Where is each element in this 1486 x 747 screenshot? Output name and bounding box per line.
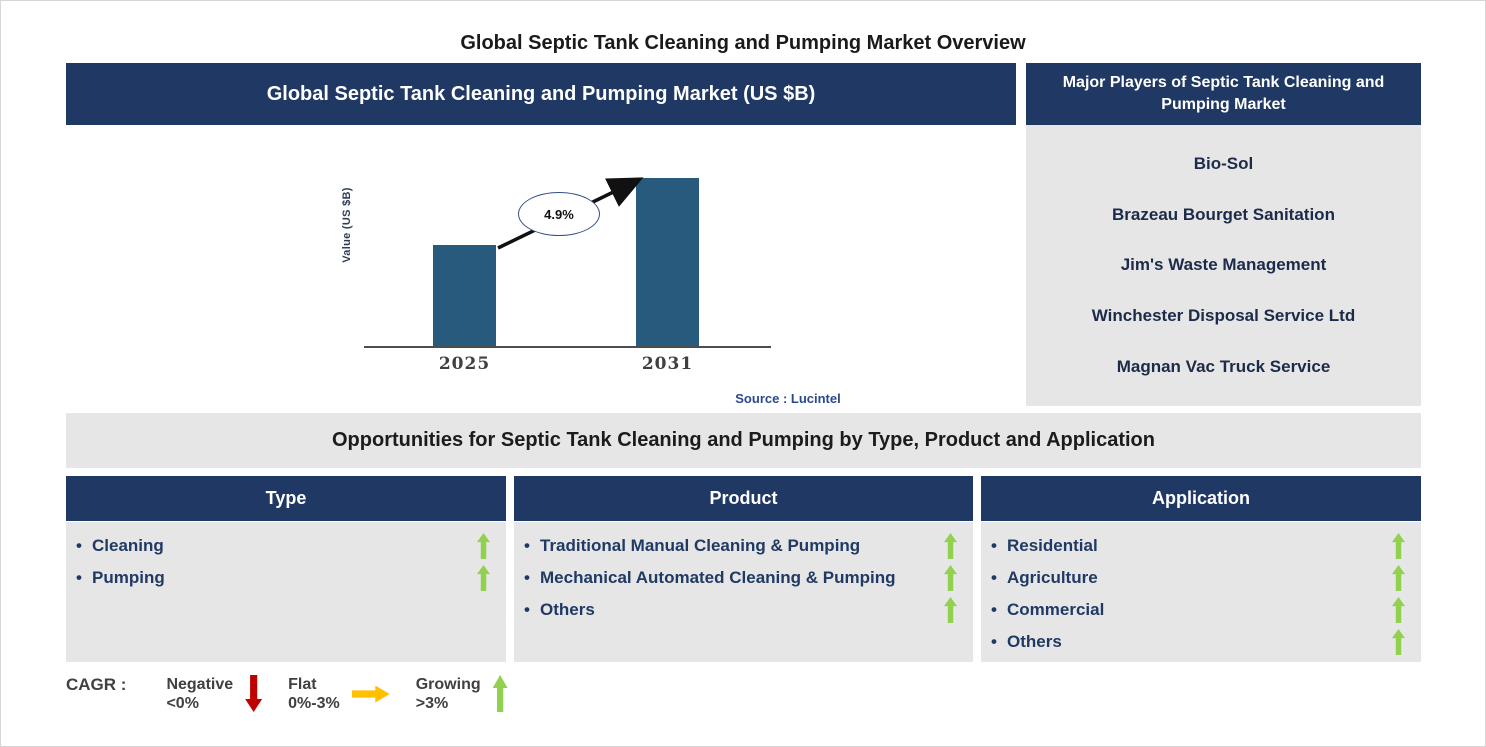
legend-label: Growing >3% [415, 676, 481, 712]
opportunity-column-type: Type • Cleaning • Pumping [66, 476, 506, 662]
growing-arrow-icon [944, 597, 957, 623]
player-name: Jim's Waste Management [1120, 255, 1327, 275]
cagr-legend: CAGR : Negative <0% Flat 0%-3% Growing >3% [66, 675, 534, 713]
cagr-annotation: 4.9% [518, 192, 600, 236]
opportunity-label: Others [540, 600, 595, 619]
bullet: • [991, 536, 997, 555]
growing-arrow-icon [1392, 629, 1405, 655]
bullet: • [524, 600, 530, 619]
opportunity-column-product: Product • Traditional Manual Cleaning & Pu… [514, 476, 973, 662]
column-header: Type [66, 476, 506, 521]
bars-layer: 2025 2031 [66, 125, 1016, 416]
bar-2025 [433, 245, 496, 346]
legend-prefix: CAGR : [66, 675, 127, 694]
growing-arrow-icon [944, 533, 957, 559]
player-name: Winchester Disposal Service Ltd [1091, 306, 1356, 326]
opportunities-header: Opportunities for Septic Tank Cleaning a… [66, 413, 1421, 468]
bullet: • [991, 600, 997, 619]
legend-label: Flat 0%-3% [288, 676, 340, 712]
x-tick-2031: 2031 [641, 354, 694, 374]
cagr-value: 4.9% [544, 206, 574, 222]
opportunity-label: Pumping [92, 568, 165, 587]
player-name: Bio-Sol [1193, 154, 1254, 174]
player-name: Magnan Vac Truck Service [1116, 356, 1331, 376]
growing-arrow-icon [944, 565, 957, 591]
players-list: Bio-Sol Brazeau Bourget Sanitation Jim's W… [1026, 125, 1421, 406]
page-title: Global Septic Tank Cleaning and Pumping … [460, 32, 1026, 54]
opportunity-item: • Residential [991, 531, 1405, 561]
bullet: • [76, 536, 82, 555]
bar-2031 [636, 178, 699, 346]
opportunity-item: • Commercial [991, 595, 1405, 625]
column-body: • Cleaning • Pumping [66, 522, 506, 662]
opportunity-label: Traditional Manual Cleaning & Pumping [540, 536, 861, 555]
bullet: • [524, 568, 530, 587]
bullet: • [76, 568, 82, 587]
column-body: • Residential • Agriculture • Commercial • Othe… [981, 522, 1421, 662]
bullet: • [991, 568, 997, 587]
opportunity-item: • Mechanical Automated Cleaning & Pumping [524, 563, 957, 593]
bar-chart: Value (US $B) 2025 2031 4.9% Source : Luc… [66, 125, 1016, 416]
legend-items: Negative <0% Flat 0%-3% Growing >3% [166, 675, 533, 713]
growing-arrow-icon [477, 533, 490, 559]
opportunity-label: Cleaning [92, 536, 164, 555]
legend-item-growing: Growing >3% [416, 675, 508, 713]
down-arrow-icon [245, 675, 263, 712]
bullet: • [991, 632, 997, 651]
opportunity-item: • Traditional Manual Cleaning & Pumping [524, 531, 957, 561]
opportunity-item: • Others [991, 627, 1405, 657]
legend-item-flat: Flat 0%-3% [288, 675, 390, 713]
x-tick-2025: 2025 [438, 354, 491, 374]
legend-item-negative: Negative <0% [166, 675, 263, 713]
column-body: • Traditional Manual Cleaning & Pumping • M… [514, 522, 973, 662]
growing-arrow-icon [1392, 597, 1405, 623]
column-header: Product [514, 476, 973, 521]
player-name: Brazeau Bourget Sanitation [1112, 204, 1335, 224]
growing-arrow-icon [477, 565, 490, 591]
opportunity-item: • Pumping [76, 563, 490, 593]
up-arrow-icon [492, 675, 508, 712]
chart-panel-header: Global Septic Tank Cleaning and Pumping … [66, 63, 1016, 125]
column-header: Application [981, 476, 1421, 521]
opportunity-label: Others [1007, 632, 1062, 651]
opportunity-label: Mechanical Automated Cleaning & Pumping [540, 568, 896, 587]
opportunity-item: • Agriculture [991, 563, 1405, 593]
growing-arrow-icon [1392, 565, 1405, 591]
source-label: Source : Lucintel [735, 391, 841, 406]
opportunity-item: • Cleaning [76, 531, 490, 561]
opportunity-label: Commercial [1007, 600, 1105, 619]
x-axis-line [364, 346, 771, 348]
legend-label: Negative <0% [166, 676, 234, 712]
bullet: • [524, 536, 530, 555]
opportunity-column-application: Application • Residential • Agriculture • Comm… [981, 476, 1421, 662]
players-panel-header: Major Players of Septic Tank Cleaning an… [1026, 63, 1421, 125]
growing-arrow-icon [1392, 533, 1405, 559]
opportunity-label: Residential [1007, 536, 1098, 555]
opportunity-label: Agriculture [1007, 568, 1098, 587]
right-arrow-icon [351, 685, 390, 703]
opportunity-item: • Others [524, 595, 957, 625]
